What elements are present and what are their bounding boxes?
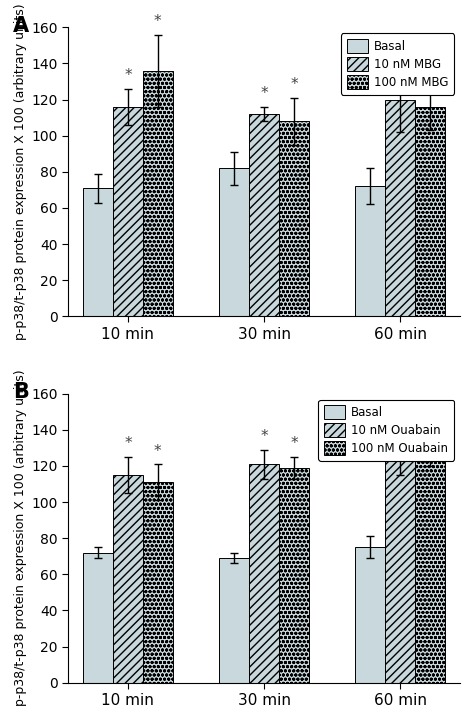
Text: *: * <box>426 431 434 446</box>
Text: *: * <box>396 411 404 426</box>
Bar <box>279 468 309 683</box>
Bar <box>415 107 445 316</box>
Y-axis label: p-p38/t-p38 protein expression X 100 (arbitrary units): p-p38/t-p38 protein expression X 100 (ar… <box>14 370 27 706</box>
Text: *: * <box>290 77 298 92</box>
Text: *: * <box>426 63 434 78</box>
Bar <box>219 558 249 683</box>
Text: *: * <box>124 436 132 451</box>
Text: A: A <box>13 16 29 36</box>
Bar <box>385 453 415 683</box>
Bar <box>143 482 173 683</box>
Text: *: * <box>396 47 404 61</box>
Bar <box>415 458 445 683</box>
Text: B: B <box>13 382 29 402</box>
Bar <box>83 188 113 316</box>
Bar <box>219 168 249 316</box>
Bar <box>249 114 279 316</box>
Bar <box>143 71 173 316</box>
Text: *: * <box>290 436 298 451</box>
Text: *: * <box>260 429 268 444</box>
Legend: Basal, 10 nM MBG, 100 nM MBG: Basal, 10 nM MBG, 100 nM MBG <box>341 33 454 95</box>
Text: *: * <box>260 87 268 101</box>
Bar <box>356 547 385 683</box>
Bar <box>385 100 415 316</box>
Bar <box>113 107 143 316</box>
Bar <box>249 464 279 683</box>
Bar <box>279 121 309 316</box>
Text: *: * <box>154 14 162 29</box>
Text: *: * <box>154 443 162 458</box>
Y-axis label: p-p38/t-p38 protein expression X 100 (arbitrary units): p-p38/t-p38 protein expression X 100 (ar… <box>14 4 27 340</box>
Bar <box>356 186 385 316</box>
Text: *: * <box>124 69 132 83</box>
Legend: Basal, 10 nM Ouabain, 100 nM Ouabain: Basal, 10 nM Ouabain, 100 nM Ouabain <box>318 399 454 461</box>
Bar <box>83 552 113 683</box>
Bar <box>113 475 143 683</box>
